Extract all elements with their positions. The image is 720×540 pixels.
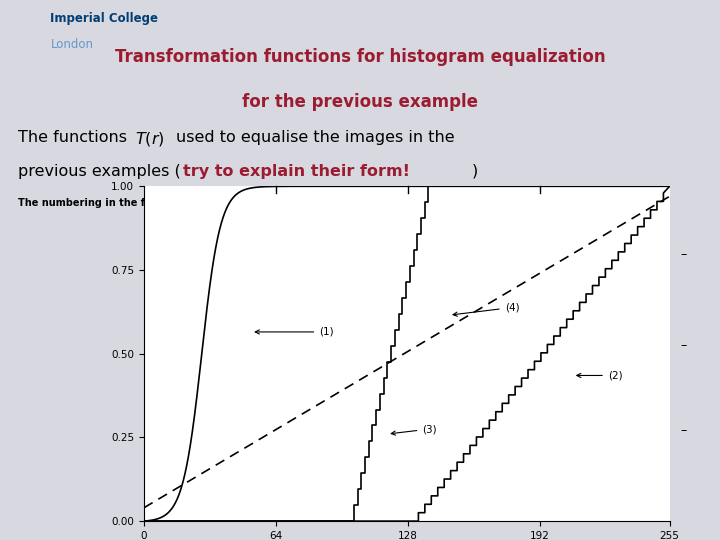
Text: –: – [680, 424, 686, 437]
Text: (3): (3) [391, 424, 437, 435]
Text: ): ) [472, 164, 478, 179]
Text: $T(r)$: $T(r)$ [135, 130, 165, 148]
Text: Transformation functions for histogram equalization: Transformation functions for histogram e… [114, 48, 606, 65]
Text: used to equalise the images in the: used to equalise the images in the [176, 130, 455, 145]
Text: previous examples (: previous examples ( [18, 164, 181, 179]
Text: London: London [50, 38, 94, 51]
Text: try to explain their form!: try to explain their form! [183, 164, 410, 179]
Text: The numbering in the figure below is consistent with the previous numbering of t: The numbering in the figure below is con… [18, 198, 556, 207]
Text: (1): (1) [255, 327, 334, 337]
Text: –: – [680, 248, 686, 261]
Text: for the previous example: for the previous example [242, 93, 478, 111]
Text: Imperial College: Imperial College [50, 12, 158, 25]
Text: The functions: The functions [18, 130, 132, 145]
Text: (4): (4) [453, 302, 519, 316]
Text: –: – [680, 339, 686, 352]
Text: (2): (2) [577, 370, 622, 381]
